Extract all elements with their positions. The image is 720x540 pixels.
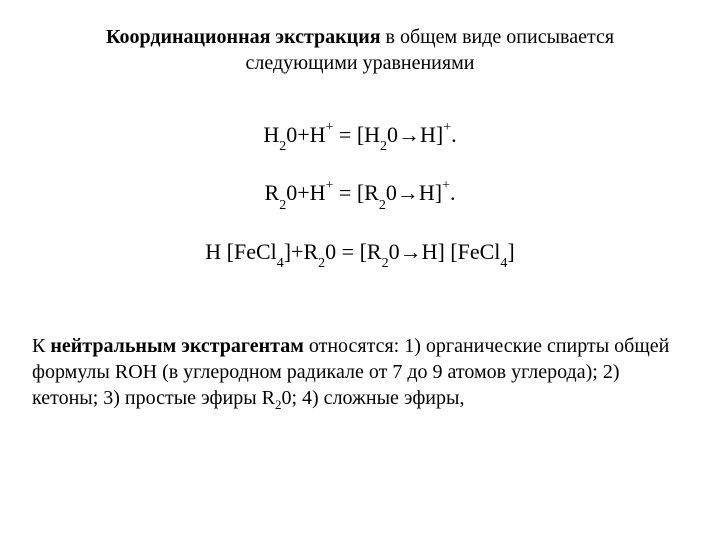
para-pre: К <box>32 335 50 357</box>
paragraph-block: К нейтральным экстрагентам относятся: 1)… <box>32 333 688 414</box>
eq2-post: . <box>450 180 456 205</box>
eq3-s4: 4 <box>500 256 507 271</box>
equation-row-2: R20+H+ = [R20→H]+. <box>32 166 688 224</box>
eq1-sub2: 2 <box>380 139 387 154</box>
eq1-mid2: = [H <box>333 122 380 147</box>
equation-3: H [FeCl4]+R20 = [R20→H] [FeCl4] <box>205 239 515 269</box>
equation-row-1: H20+H+ = [H20→H]+. <box>32 108 688 166</box>
equation-row-3: H [FeCl4]+R20 = [R20→H] [FeCl4] <box>32 225 688 283</box>
title-block: Координационная экстракция в общем виде … <box>32 24 688 76</box>
eq3-p4: 0→H] [FeCl <box>389 239 501 264</box>
eq1-mid1: 0+H <box>286 122 325 147</box>
eq3-s2: 2 <box>318 256 325 271</box>
eq2-sup1: + <box>326 178 334 193</box>
eq1-post: . <box>451 122 457 147</box>
eq3-s1: 4 <box>277 256 284 271</box>
eq3-p5: ] <box>507 239 514 264</box>
equation-2: R20+H+ = [R20→H]+. <box>265 180 456 210</box>
title-bold: Координационная экстракция <box>106 26 381 48</box>
eq2-sub2: 2 <box>379 198 386 213</box>
eq2-pre: R <box>265 180 280 205</box>
eq1-mid3: 0→H] <box>387 122 443 147</box>
eq3-p2: ]+R <box>284 239 318 264</box>
eq2-sub1: 2 <box>279 198 286 213</box>
title-rest1: в общем виде описывается <box>381 26 614 48</box>
title-line1: Координационная экстракция в общем виде … <box>32 24 688 50</box>
equations-block: H20+H+ = [H20→H]+. R20+H+ = [R20→H]+. H … <box>32 108 688 283</box>
eq3-p1: H [FeCl <box>205 239 277 264</box>
eq1-pre: H <box>263 122 279 147</box>
eq1-sup1: + <box>326 120 334 135</box>
title-line2: следующими уравнениями <box>32 50 688 76</box>
eq1-sup2: + <box>443 120 451 135</box>
eq1-sub1: 2 <box>279 139 286 154</box>
eq2-mid1: 0+H <box>286 180 325 205</box>
equation-1: H20+H+ = [H20→H]+. <box>263 122 456 152</box>
eq2-mid3: 0→H] <box>386 180 442 205</box>
eq3-s3: 2 <box>382 256 389 271</box>
para-bold: нейтральным экстрагентам <box>50 335 304 357</box>
eq3-p3: 0 = [R <box>325 239 381 264</box>
eq2-mid2: = [R <box>333 180 378 205</box>
para-text2: 0; 4) сложные эфиры, <box>281 387 464 409</box>
eq2-sup2: + <box>442 178 450 193</box>
